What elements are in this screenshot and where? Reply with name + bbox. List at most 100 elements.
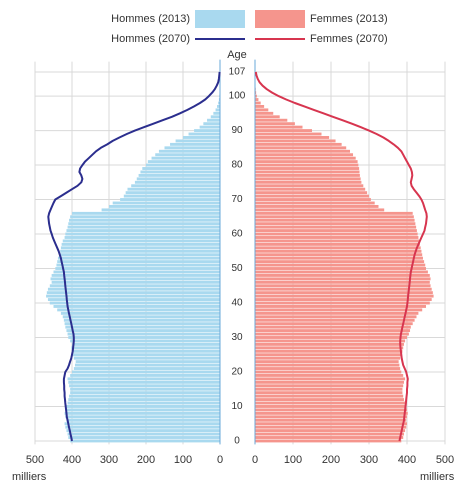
bar: [255, 118, 288, 122]
bar: [255, 305, 426, 308]
x-tick-label: 0: [217, 454, 223, 466]
bar: [255, 260, 425, 264]
bar: [255, 391, 403, 395]
y-tick-label: 10: [231, 401, 243, 412]
bar: [72, 353, 221, 357]
bar: [255, 239, 420, 243]
bar: [255, 136, 330, 139]
bar: [175, 139, 220, 143]
bar: [255, 263, 426, 267]
bar: [255, 439, 402, 443]
bar: [255, 91, 257, 95]
bar: [255, 405, 407, 408]
bar: [67, 332, 220, 336]
bar: [255, 146, 347, 150]
bar: [56, 263, 221, 267]
bar: [68, 380, 220, 384]
bar: [255, 156, 356, 160]
bar: [255, 387, 403, 391]
x-tick-label: 400: [398, 454, 416, 466]
bar: [158, 149, 220, 153]
bar: [255, 160, 358, 164]
bar: [255, 398, 404, 402]
bar: [47, 287, 221, 291]
bar: [65, 425, 220, 429]
bar: [57, 308, 221, 312]
bar: [255, 367, 401, 370]
bar: [215, 108, 220, 112]
bar: [51, 280, 221, 284]
bar: [255, 215, 414, 219]
bar: [213, 111, 220, 115]
legend-label: Hommes (2013): [111, 13, 190, 25]
bar: [255, 104, 265, 108]
bar: [70, 373, 221, 377]
x-axis-label: milliers: [420, 471, 454, 483]
bar: [112, 201, 220, 205]
bar: [73, 356, 220, 360]
bar: [255, 180, 362, 184]
bar: [255, 346, 404, 350]
bar: [255, 139, 336, 143]
bar: [255, 394, 404, 398]
bar: [136, 177, 220, 181]
bar: [123, 194, 220, 198]
bar: [68, 436, 220, 439]
bar: [255, 218, 415, 222]
bar: [255, 225, 417, 229]
bar: [101, 208, 220, 212]
x-tick-label: 500: [436, 454, 454, 466]
bar: [62, 315, 220, 319]
bar: [69, 218, 220, 222]
y-tick-label: 20: [231, 367, 243, 378]
bar: [255, 301, 430, 305]
bar: [255, 436, 404, 439]
bar: [64, 422, 220, 426]
bar: [255, 94, 257, 98]
y-tick-label: 80: [231, 160, 243, 171]
bar: [151, 156, 220, 160]
y-tick-label: 90: [231, 125, 243, 136]
bar: [255, 332, 409, 336]
line: [47, 71, 221, 442]
bar: [138, 173, 220, 177]
bar: [55, 267, 220, 270]
legend-label: Femmes (2070): [310, 33, 388, 45]
bar: [75, 360, 220, 364]
bar: [255, 122, 295, 126]
bar: [59, 253, 220, 257]
legend: Hommes (2013) Femmes (2013) Hommes (2070…: [111, 10, 388, 45]
bar: [255, 349, 403, 353]
bar: [66, 418, 220, 422]
bar: [255, 232, 418, 236]
legend-swatch: [255, 10, 305, 28]
bar: [255, 167, 360, 170]
bar: [65, 325, 220, 329]
bar: [64, 411, 220, 415]
bar: [255, 108, 269, 112]
y-tick-label: 50: [231, 263, 243, 274]
bar: [66, 405, 220, 408]
bar: [255, 373, 404, 377]
bar: [140, 170, 220, 174]
bar: [255, 401, 406, 405]
bar: [255, 125, 303, 129]
bar: [188, 132, 220, 136]
bar: [46, 291, 221, 295]
bar: [67, 432, 220, 436]
bar: [255, 280, 430, 284]
bar: [255, 339, 406, 343]
bar: [255, 132, 322, 136]
bar: [210, 115, 220, 119]
bar: [57, 256, 220, 260]
bar: [218, 98, 220, 101]
bar: [255, 415, 407, 419]
bar: [127, 187, 220, 191]
bar: [255, 360, 399, 364]
bar: [255, 356, 401, 360]
bar: [63, 318, 220, 322]
bar: [255, 153, 354, 157]
legend-label: Hommes (2070): [111, 33, 190, 45]
bar: [255, 170, 360, 174]
bar: [66, 429, 220, 433]
